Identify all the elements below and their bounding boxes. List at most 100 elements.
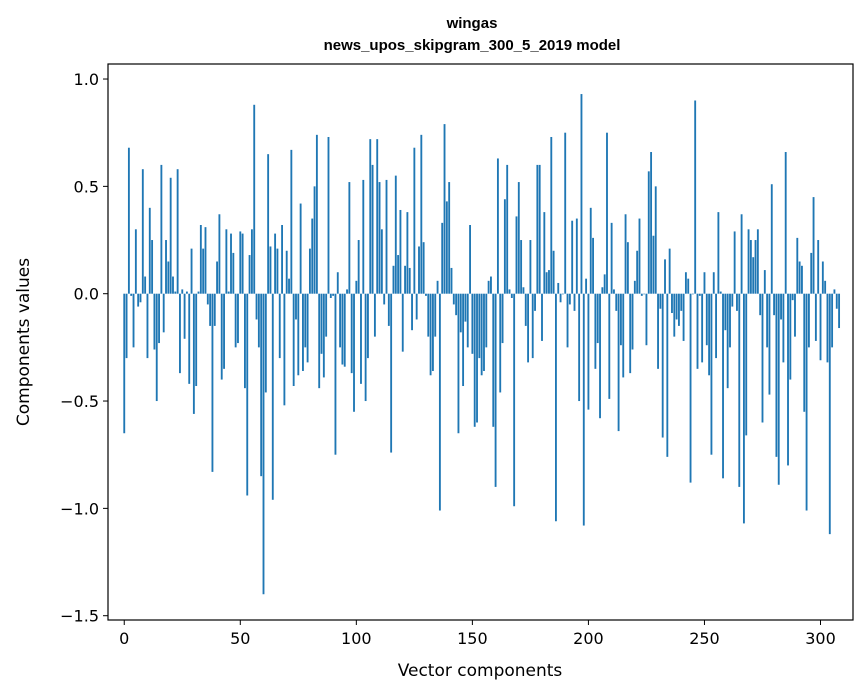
plot-frame: [107, 63, 854, 621]
bar: [671, 293, 673, 314]
bar: [206, 293, 209, 305]
x-tick-label: 0: [119, 629, 129, 648]
bar: [608, 293, 611, 399]
bar: [643, 293, 646, 295]
bar: [185, 291, 188, 294]
bar: [427, 293, 430, 337]
bar: [631, 293, 634, 350]
bar: [281, 225, 283, 294]
bar: [508, 289, 511, 294]
bar: [197, 291, 200, 294]
bar: [719, 291, 722, 294]
bar: [524, 293, 527, 326]
bar: [192, 293, 195, 414]
bar: [445, 201, 448, 294]
bar: [357, 240, 360, 294]
bar: [429, 293, 432, 376]
bar: [350, 293, 353, 374]
bar: [325, 293, 328, 337]
chart-title: wingas: [446, 15, 498, 32]
bar: [596, 293, 599, 344]
bar: [211, 293, 214, 472]
bar: [784, 152, 787, 294]
bar: [172, 276, 174, 294]
bar: [812, 197, 815, 294]
bar: [371, 164, 374, 294]
bar: [334, 293, 337, 455]
bar: [568, 293, 571, 305]
bar: [529, 240, 532, 294]
bar: [742, 293, 745, 524]
bar: [510, 293, 513, 298]
bar: [420, 134, 423, 294]
bar: [418, 246, 420, 294]
bar: [123, 293, 126, 434]
bar: [613, 289, 615, 294]
bar: [610, 222, 613, 294]
bar: [698, 293, 701, 296]
bar: [299, 203, 302, 294]
bar: [220, 293, 223, 380]
bar: [490, 276, 492, 294]
bar: [545, 272, 548, 294]
y-tick-label: 0.5: [74, 177, 99, 196]
bar: [527, 293, 530, 363]
bar: [835, 293, 838, 309]
bar: [789, 293, 792, 380]
bar: [770, 184, 773, 294]
bar: [425, 293, 427, 296]
y-tick-label: −0.5: [60, 392, 99, 411]
bar: [269, 246, 272, 294]
bar: [805, 293, 808, 511]
bar: [223, 293, 225, 369]
x-tick-label: 250: [689, 629, 720, 648]
bar: [555, 293, 557, 522]
bar: [494, 293, 497, 487]
bar: [684, 272, 687, 294]
bar: [550, 136, 553, 294]
bar: [306, 293, 309, 363]
bar: [659, 293, 662, 309]
bar: [485, 293, 488, 348]
bar: [288, 278, 290, 294]
bar: [478, 293, 481, 359]
bar: [821, 261, 824, 294]
bar: [791, 293, 794, 301]
bar: [155, 293, 158, 402]
bar: [571, 220, 574, 294]
bar: [803, 293, 806, 412]
bar: [599, 293, 601, 419]
bar: [480, 293, 483, 376]
bar: [580, 94, 583, 294]
bar: [766, 293, 769, 348]
bar: [664, 259, 666, 294]
bar: [587, 293, 590, 410]
bar: [283, 293, 286, 406]
bar: [794, 293, 796, 337]
bar: [443, 124, 446, 294]
bar: [360, 293, 362, 384]
bar: [434, 293, 437, 337]
bar: [640, 293, 643, 296]
bar: [828, 293, 831, 535]
bar: [487, 280, 490, 294]
bar: [615, 293, 618, 311]
bar: [376, 139, 379, 294]
bar: [362, 179, 365, 294]
bar: [617, 293, 620, 432]
bar: [501, 293, 504, 344]
bar: [438, 293, 441, 511]
bar: [589, 207, 592, 294]
bar: [436, 280, 439, 294]
bar: [705, 293, 708, 346]
bar: [622, 293, 625, 378]
bar: [160, 164, 163, 294]
bar: [578, 293, 581, 402]
bar: [824, 280, 827, 294]
bar: [710, 293, 713, 455]
bar: [227, 291, 230, 294]
bar: [346, 289, 348, 294]
bar: [747, 229, 750, 294]
bar: [633, 280, 636, 294]
bar: [348, 182, 351, 294]
